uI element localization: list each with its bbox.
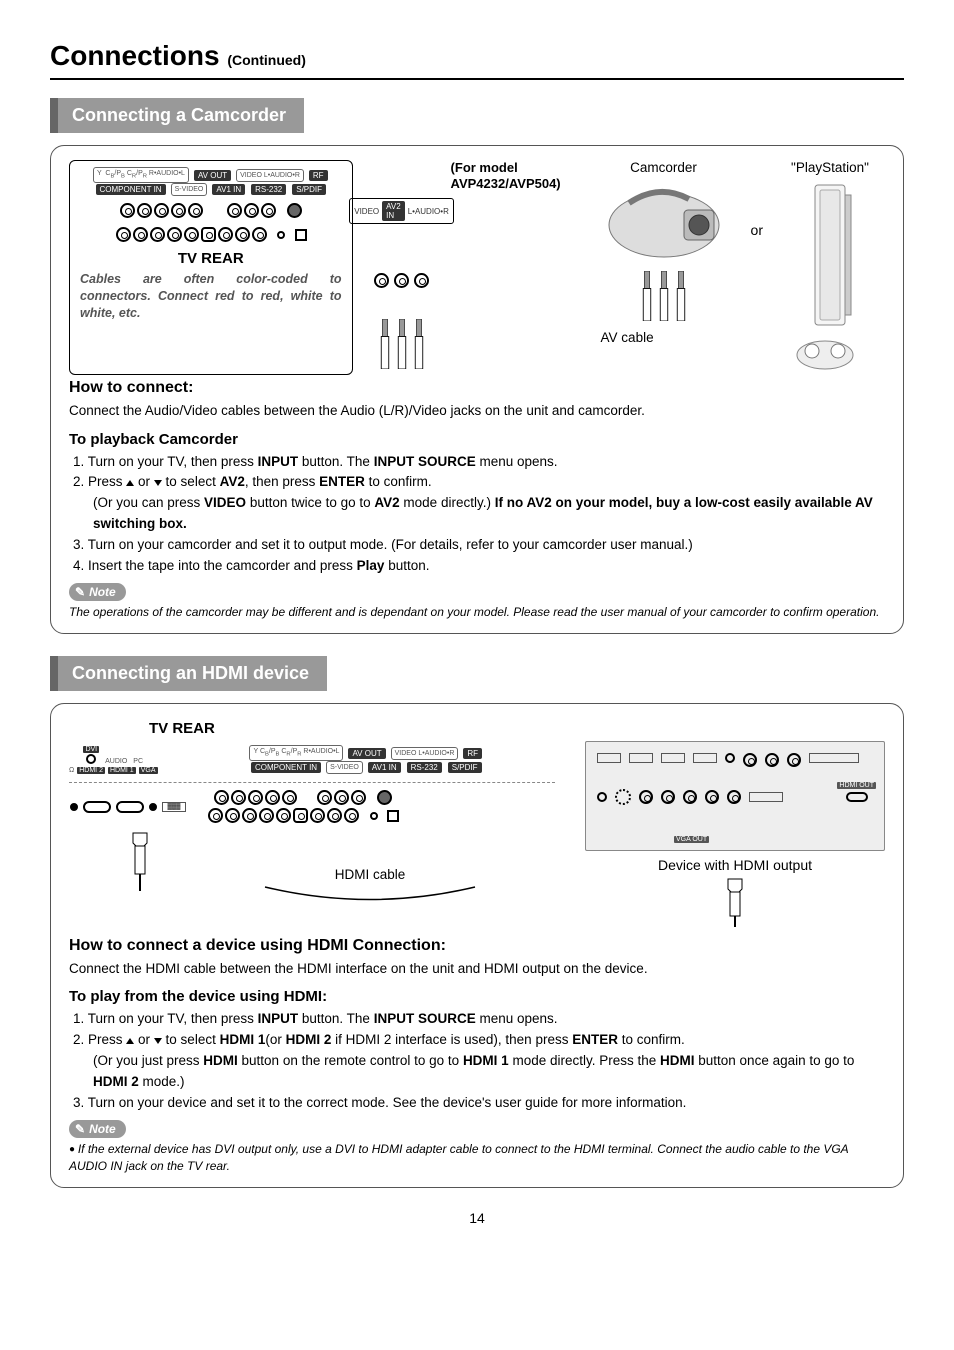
- rear2-top-labels: Y CB/PB CR/PR R•AUDIO•L AV OUT VIDEO L•A…: [178, 745, 556, 761]
- jack-icon: [412, 319, 426, 369]
- hdmi-row-ports: ▓▓▓: [69, 800, 187, 814]
- tv-rear-box: Y CB/PB CR/PR R•AUDIO•L AV OUT VIDEO L•A…: [69, 160, 353, 375]
- note-text-1: The operations of the camcorder may be d…: [69, 604, 885, 621]
- playstation-col: "PlayStation": [775, 160, 885, 375]
- av1-in-label: AV1 IN: [212, 184, 245, 195]
- note-icon: ✎: [75, 585, 85, 599]
- port-row-2b: [207, 789, 399, 825]
- page-title: Connections (Continued): [50, 40, 904, 72]
- hdmi-step-2-indent: (Or you just press HDMI button on the re…: [73, 1051, 885, 1093]
- section1-diagram: Y CB/PB CR/PR R•AUDIO•L AV OUT VIDEO L•A…: [69, 160, 885, 375]
- model-camcorder-col: (For model AVP4232/AVP504) Camcorder: [451, 160, 739, 321]
- camcorder-label: Camcorder: [589, 160, 739, 175]
- section1-panel: Y CB/PB CR/PR R•AUDIO•L AV OUT VIDEO L•A…: [50, 145, 904, 634]
- step-3: 3. Turn on your camcorder and set it to …: [73, 535, 885, 556]
- play-hdmi-heading: To play from the device using HDMI:: [69, 988, 885, 1005]
- audio-label: AUDIO: [105, 758, 127, 765]
- av2-cable-bundle: VIDEO AV2 IN L•AUDIO•R: [367, 160, 437, 375]
- jack-icon: [640, 271, 654, 321]
- or-label: or: [751, 222, 763, 238]
- laudio-text: L•AUDIO•R: [408, 207, 449, 216]
- step-2: 2. Press or to select AV2, then press EN…: [73, 472, 885, 535]
- section2-banner: Connecting an HDMI device: [50, 656, 327, 691]
- how-connect-hdmi-heading: How to connect a device using HDMI Conne…: [69, 937, 885, 955]
- hdmi-cable-icon: [260, 882, 480, 902]
- rear2-bottom-labels: COMPONENT IN S-VIDEO AV1 IN RS-232 S/PDI…: [178, 761, 556, 774]
- camcorder-icon: [599, 175, 729, 265]
- hdmi-step-1: 1. Turn on your TV, then press INPUT but…: [73, 1009, 885, 1030]
- vga-out-label: VGA OUT: [674, 836, 709, 843]
- how-connect-hdmi-text: Connect the HDMI cable between the HDMI …: [69, 959, 885, 979]
- right-devices: (For model AVP4232/AVP504) Camcorder: [451, 160, 885, 375]
- av2-in-box: VIDEO AV2 IN L•AUDIO•R: [349, 198, 454, 224]
- device-caption: Device with HDMI output: [658, 857, 812, 873]
- rear-top-labels: Y CB/PB CR/PR R•AUDIO•L AV OUT VIDEO L•A…: [80, 167, 342, 183]
- how-connect-text: Connect the Audio/Video cables between t…: [69, 401, 885, 421]
- down-arrow-icon: [154, 1038, 162, 1044]
- hdmi1-label: HDMI 1: [108, 767, 136, 774]
- hdmi2-label: HDMI 2: [77, 767, 105, 774]
- hdmi-plug-right-icon: [720, 877, 750, 927]
- note-text-2: If the external device has DVI output on…: [69, 1141, 885, 1175]
- title-rule: [50, 78, 904, 80]
- av2-in-label: AV2 IN: [382, 201, 405, 221]
- step-1: 1. Turn on your TV, then press INPUT but…: [73, 452, 885, 473]
- section1-banner: Connecting a Camcorder: [50, 98, 304, 133]
- av-cable-label: AV cable: [601, 330, 654, 345]
- jack-plugs-right: [640, 271, 688, 321]
- hdmi-plug-left: [125, 831, 155, 896]
- or-col: or: [745, 160, 769, 300]
- jack-plugs-left: [378, 319, 426, 369]
- port-row-2: [80, 226, 342, 244]
- jack-icon: [674, 271, 688, 321]
- playstation-icon: [790, 175, 870, 375]
- hdmi-step-3: 3. Turn on your device and set it to the…: [73, 1093, 885, 1114]
- step-2-indent: (Or you can press VIDEO button twice to …: [73, 493, 885, 535]
- jack-circles: [373, 272, 430, 289]
- title-sub: (Continued): [227, 52, 306, 68]
- jack-icon: [657, 271, 671, 321]
- hdmi-device-box: HDMI OUT VGA OUT: [585, 741, 885, 851]
- vga-label: VGA: [139, 767, 158, 774]
- hdmi-out-label: HDMI OUT: [837, 782, 876, 789]
- note-pill-2: ✎ Note: [69, 1120, 126, 1138]
- rear-bottom-labels: COMPONENT IN S-VIDEO AV1 IN RS-232 S/PDI…: [80, 183, 342, 196]
- playback-heading: To playback Camcorder: [69, 431, 885, 448]
- spdif-label: S/PDIF: [292, 184, 326, 195]
- model-note: (For model AVP4232/AVP504): [451, 160, 581, 193]
- note-icon: ✎: [75, 1122, 85, 1136]
- video-text: VIDEO: [354, 207, 379, 216]
- hdmi-device-col: HDMI OUT VGA OUT Device with HDMI output: [585, 741, 885, 927]
- component-in-label: COMPONENT IN: [96, 184, 166, 195]
- dvi-label: DVI: [83, 746, 99, 753]
- tv-rear-label-2: TV REAR: [149, 720, 885, 737]
- hdmi-plug-icon: [125, 831, 155, 891]
- tv-rear-label-text: TV REAR: [80, 250, 342, 267]
- av1-box: VIDEO L•AUDIO•R: [236, 169, 304, 182]
- section2-diagram: DVI AUDIO PC Ω HDMI 2 HDMI 1 VGA: [69, 741, 885, 927]
- jack-icon: [378, 319, 392, 369]
- svideo-label: S-VIDEO: [171, 183, 208, 196]
- step-4: 4. Insert the tape into the camcorder an…: [73, 556, 885, 577]
- section2-steps: 1. Turn on your TV, then press INPUT but…: [69, 1009, 885, 1114]
- port-row-1: [80, 202, 342, 220]
- tv-rear-2-ports: DVI AUDIO PC Ω HDMI 2 HDMI 1 VGA: [69, 741, 555, 907]
- av-out-label: AV OUT: [194, 170, 231, 181]
- cable-color-note: Cables are often color-coded to connecto…: [80, 271, 342, 322]
- hdmi-step-2: 2. Press or to select HDMI 1(or HDMI 2 i…: [73, 1030, 885, 1093]
- rf-label: RF: [309, 170, 328, 181]
- section1-steps: 1. Turn on your TV, then press INPUT but…: [69, 452, 885, 578]
- pc-label: PC: [133, 758, 143, 765]
- hdmi-cable-label: HDMI cable: [185, 867, 555, 882]
- playstation-label: "PlayStation": [775, 160, 885, 175]
- how-connect-heading: How to connect:: [69, 379, 885, 397]
- note-pill-1: ✎ Note: [69, 583, 126, 601]
- component-ports: Y CB/PB CR/PR R•AUDIO•L: [93, 167, 189, 183]
- section2-panel: TV REAR DVI AUDIO PC: [50, 703, 904, 1188]
- page-number: 14: [50, 1210, 904, 1226]
- title-main: Connections: [50, 40, 220, 71]
- jack-icon: [395, 319, 409, 369]
- down-arrow-icon: [154, 480, 162, 486]
- rs232-label: RS-232: [251, 184, 286, 195]
